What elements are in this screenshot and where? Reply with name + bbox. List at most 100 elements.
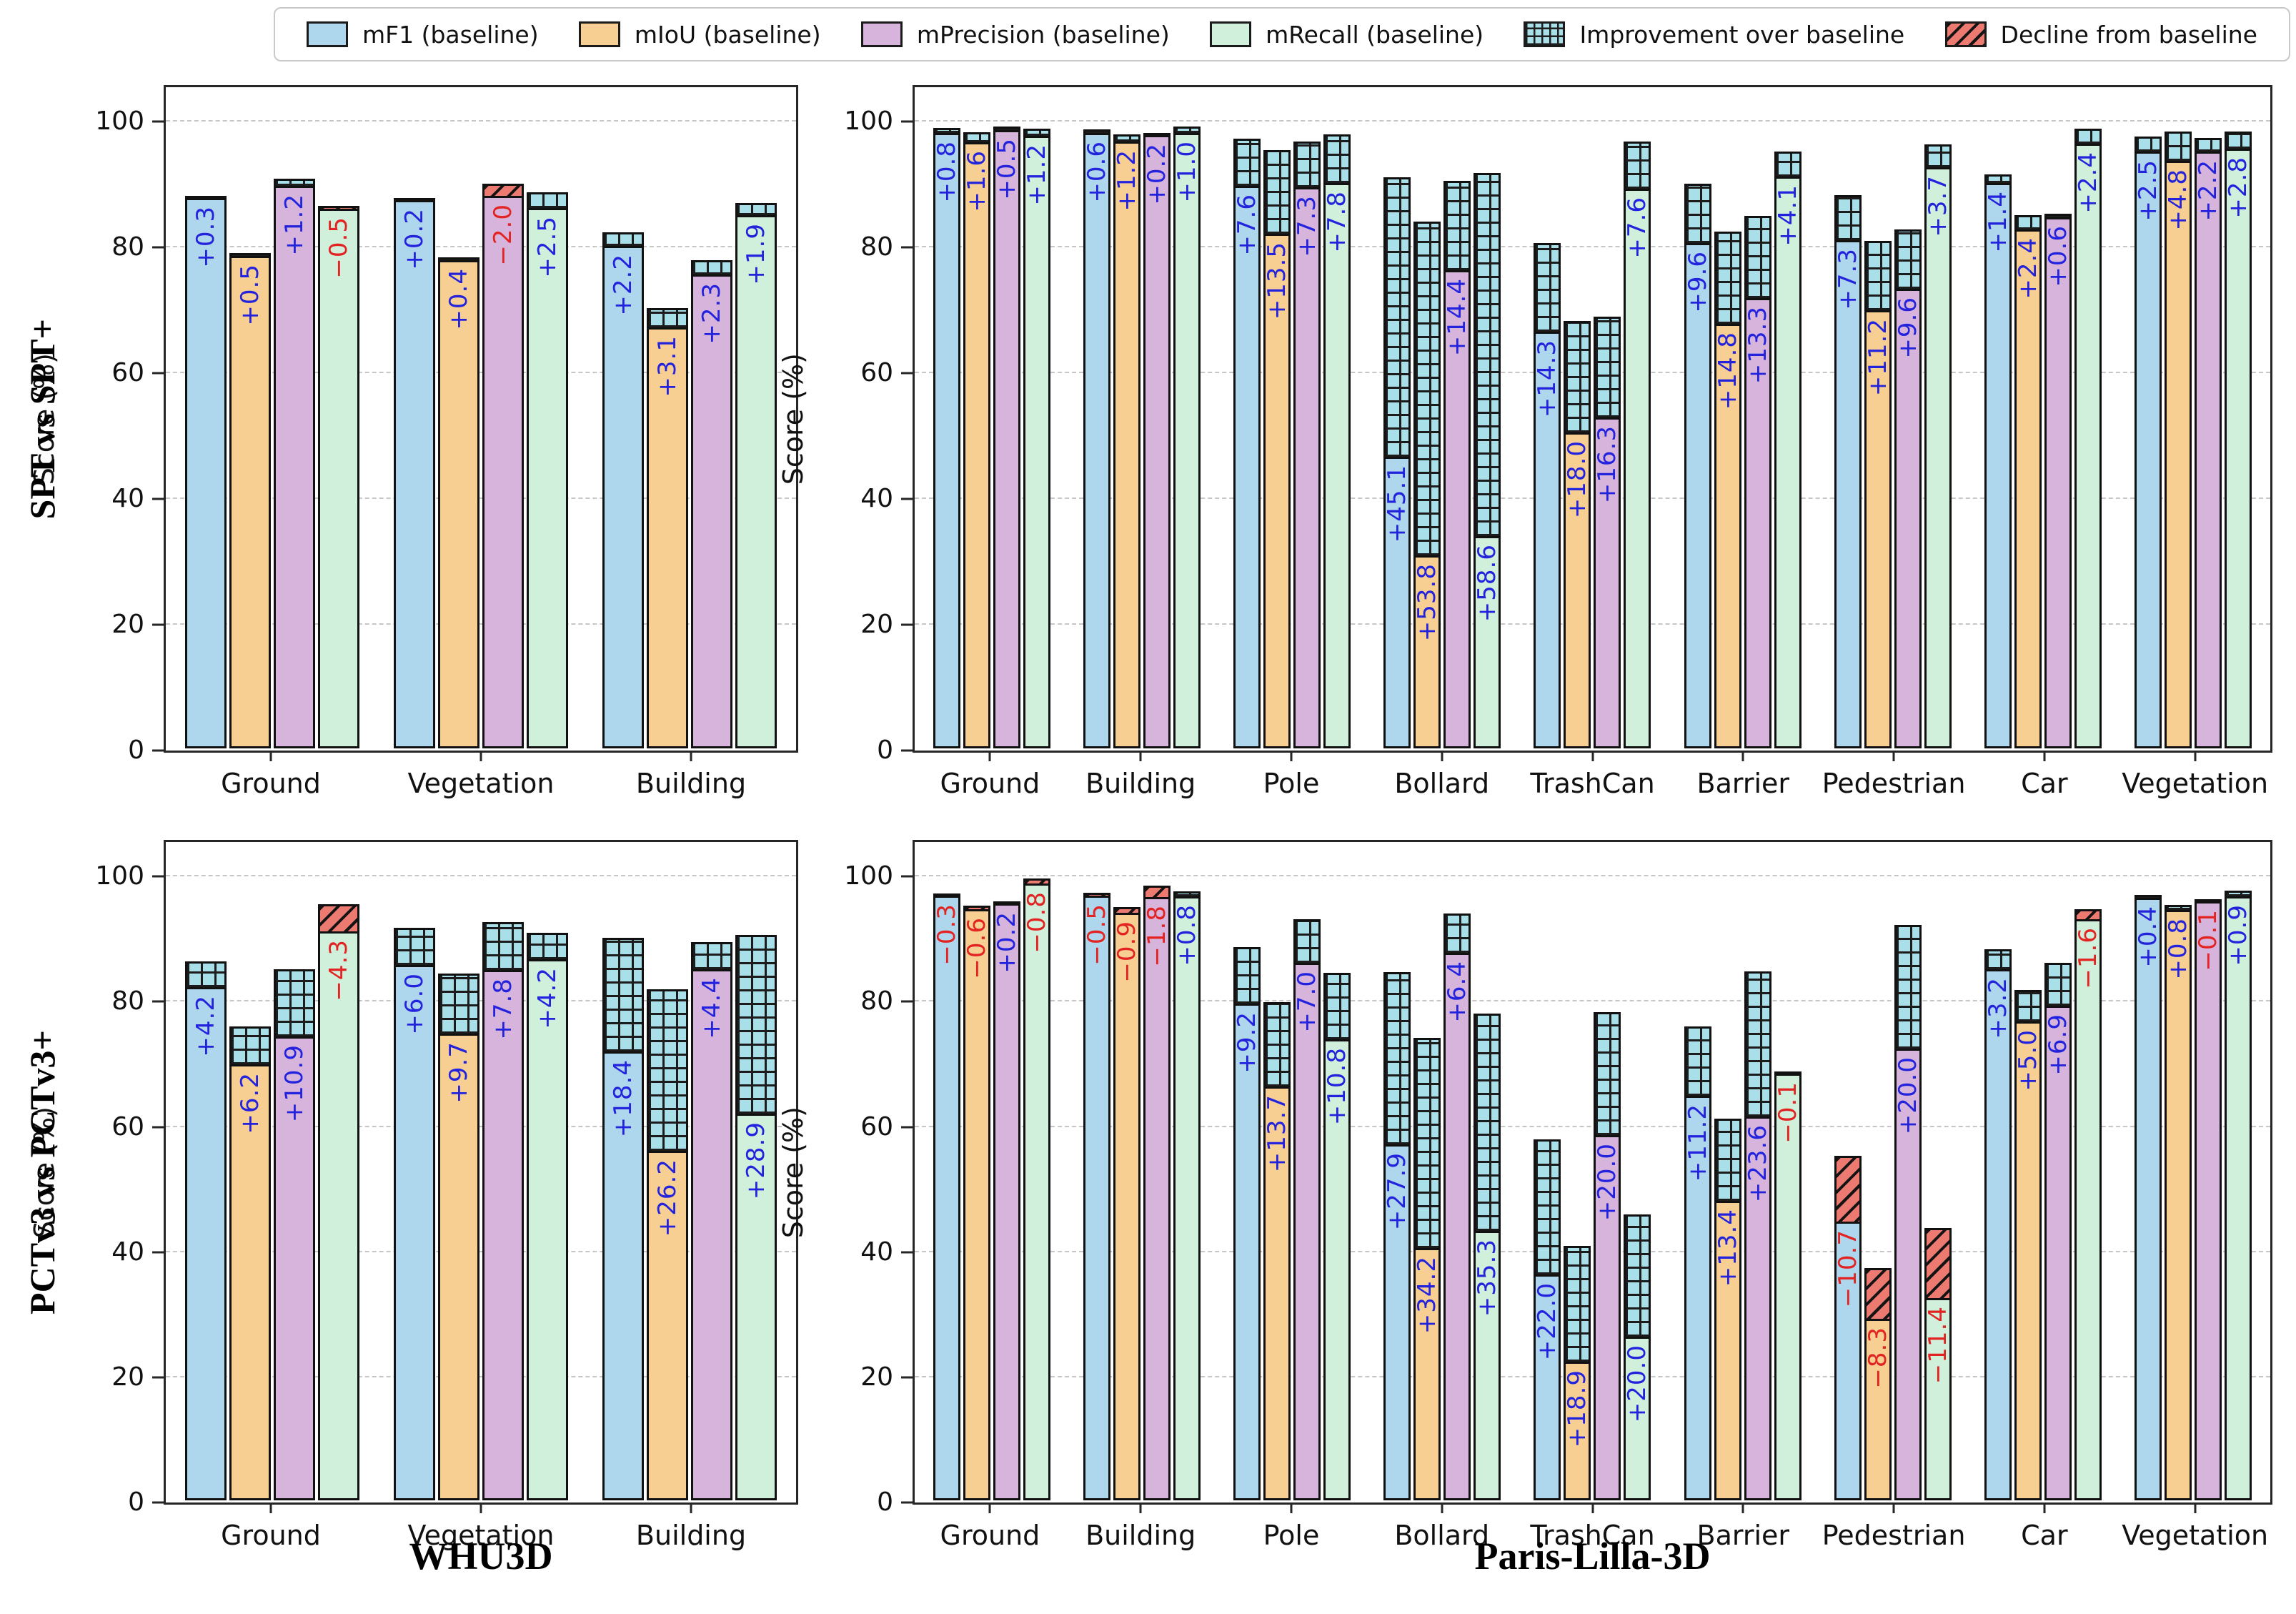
- delta-label: +7.6: [1623, 197, 1652, 259]
- legend-swatch-mrecall-icon: [1210, 21, 1252, 47]
- category-label-pole: Pole: [1263, 1520, 1320, 1551]
- bar-mprecision-building: +2.3: [691, 259, 732, 748]
- bar-miou-pedestrian: +11.2: [1864, 241, 1892, 748]
- y-tick-label-20: 20: [111, 1362, 144, 1392]
- y-tick-label-100: 100: [95, 107, 144, 137]
- baseline-segment: +3.2: [1984, 971, 2012, 1498]
- bar-mprecision-car: +0.6: [2043, 213, 2072, 748]
- gridline-60: [915, 1125, 2270, 1127]
- gridline-100: [166, 120, 796, 122]
- improvement-cap: [605, 234, 642, 249]
- bar-miou-building: −0.9: [1113, 906, 1141, 1500]
- improvement-cap: [1115, 136, 1139, 144]
- plot-area: Score (%) 0 20 40 60 80 100 +0.8 +1.6 +0.5 +1.2 +0.…: [777, 85, 2272, 799]
- bar-mf1-car: +1.4: [1984, 174, 2012, 748]
- improvement-cap: [187, 963, 224, 989]
- y-tick-label-100: 100: [844, 107, 893, 137]
- improvement-cap: [1145, 135, 1169, 138]
- delta-label: +5.0: [2013, 1029, 2042, 1091]
- improvement-cap: [2016, 217, 2039, 232]
- improvement-cap: [1416, 224, 1439, 558]
- bar-mrecall-ground: −0.8: [1023, 878, 1051, 1500]
- delta-label: +4.2: [192, 994, 220, 1057]
- x-tick-mark: [1290, 1502, 1293, 1513]
- cluster-ground: +0.3 +0.5 +1.2 −0.5: [168, 89, 377, 748]
- bar-mprecision-pedestrian: +20.0: [1894, 925, 1922, 1500]
- bar-mf1-vegetation: +0.4: [2133, 895, 2162, 1500]
- delta-label: +0.4: [2133, 905, 2162, 968]
- improvement-cap: [1836, 197, 1859, 242]
- baseline-segment: +35.3: [1473, 1233, 1501, 1498]
- bar-mrecall-pedestrian: +3.7: [1924, 144, 1952, 748]
- y-tick-mark: [901, 1376, 915, 1379]
- cluster-ground: −0.3 −0.6 +0.2 −0.8: [917, 844, 1067, 1500]
- bar-miou-car: +5.0: [2014, 990, 2042, 1500]
- delta-label: +0.5: [993, 137, 1022, 200]
- baseline-segment: +16.3: [1593, 420, 1622, 746]
- delta-label: +9.6: [1683, 251, 1712, 313]
- delta-label: +4.1: [1773, 184, 1802, 247]
- cluster-car: +1.4 +2.4 +0.6 +2.4: [1968, 89, 2118, 748]
- cluster-bollard: +27.9 +34.2 +6.4 +35.3: [1367, 844, 1517, 1500]
- bar-mrecall-vegetation: +0.9: [2223, 891, 2252, 1500]
- baseline-segment: +0.4: [2133, 899, 2162, 1498]
- delta-label: +20.0: [1893, 1056, 1922, 1135]
- improvement-cap: [935, 130, 959, 136]
- delta-label: +58.6: [1473, 544, 1502, 623]
- delta-label: +9.2: [1233, 1011, 1262, 1074]
- gridline-20: [166, 623, 796, 625]
- baseline-segment: −0.6: [963, 911, 991, 1498]
- improvement-cap: [1776, 153, 1799, 179]
- decline-cap: [1025, 880, 1049, 886]
- delta-label: +16.3: [1593, 425, 1622, 504]
- improvement-cap: [995, 129, 1019, 132]
- category-labels: Ground Vegetation Building: [166, 1520, 796, 1551]
- y-tick-label-60: 60: [111, 358, 144, 388]
- x-tick-mark: [1139, 751, 1142, 761]
- panel-spt-whu3d: Score (%) 0 20 40 60 80 100 +0.3 +0.5 +1.2 −0.5 +0.…: [29, 85, 798, 799]
- category-label-ground: Ground: [221, 1520, 321, 1551]
- delta-label: +0.6: [2043, 225, 2072, 287]
- baseline-segment: −11.4: [1924, 1299, 1952, 1498]
- category-label-barrier: Barrier: [1696, 768, 1790, 799]
- delta-label: +2.3: [697, 282, 726, 345]
- bar-mf1-ground: +4.2: [185, 961, 227, 1500]
- legend-label: mF1 (baseline): [362, 20, 539, 49]
- improvement-cap: [529, 935, 566, 961]
- delta-label: +4.4: [697, 977, 726, 1040]
- improvement-cap: [1476, 1015, 1499, 1234]
- cluster-vegetation: +2.5 +4.8 +2.2 +2.8: [2118, 89, 2268, 748]
- improvement-cap: [649, 310, 686, 330]
- baseline-segment: +9.6: [1894, 290, 1922, 746]
- delta-label: +20.0: [1623, 1345, 1652, 1423]
- delta-label: +18.9: [1563, 1369, 1592, 1447]
- delta-label: +6.2: [236, 1072, 264, 1134]
- baseline-segment: −0.5: [1083, 898, 1111, 1498]
- improvement-cap: [187, 197, 224, 200]
- bar-mrecall-building: +0.8: [1173, 891, 1201, 1500]
- delta-label: +0.4: [444, 267, 473, 330]
- bar-mf1-car: +3.2: [1984, 949, 2012, 1500]
- gridline-40: [166, 497, 796, 500]
- bar-mrecall-vegetation: +2.5: [527, 192, 568, 748]
- bar-mrecall-vegetation: +4.2: [527, 933, 568, 1500]
- delta-label: +0.5: [236, 264, 264, 326]
- category-labels: Ground Building Pole Bollard TrashCan Barrier…: [915, 1520, 2270, 1551]
- gridline-100: [915, 875, 2270, 877]
- bar-miou-vegetation: +9.7: [438, 974, 479, 1500]
- baseline-segment: −0.9: [1113, 914, 1141, 1498]
- category-labels: Ground Building Pole Bollard TrashCan Barrier…: [915, 768, 2270, 799]
- baseline-segment: +13.5: [1263, 235, 1291, 746]
- delta-label: +2.2: [609, 254, 637, 316]
- bar-mf1-pedestrian: +7.3: [1834, 194, 1862, 748]
- y-tick-label-40: 40: [111, 1237, 144, 1267]
- improvement-cap: [1176, 893, 1199, 899]
- baseline-segment: +10.9: [276, 1038, 313, 1498]
- decline-cap: [320, 207, 357, 211]
- bar-miou-bollard: +53.8: [1413, 222, 1441, 748]
- baseline-segment: +2.3: [693, 276, 730, 746]
- bar-miou-vegetation: +0.4: [438, 257, 479, 748]
- delta-label: +0.9: [2223, 904, 2252, 966]
- baseline-segment: +18.0: [1563, 434, 1591, 746]
- delta-label: +4.8: [2163, 169, 2192, 231]
